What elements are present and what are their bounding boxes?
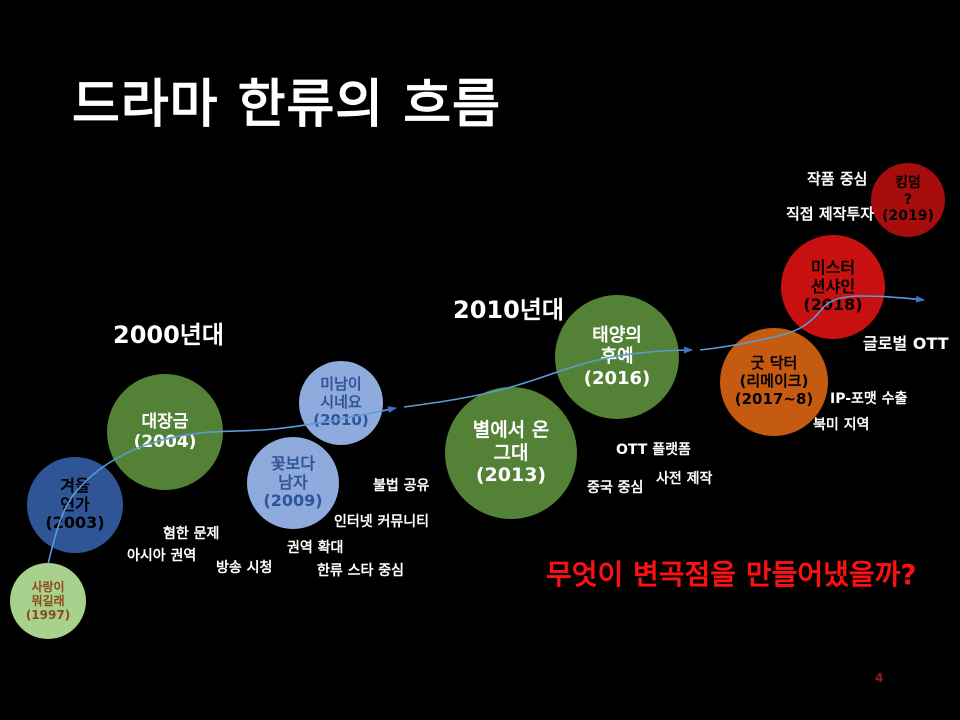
inflection-question-text: 무엇이 변곡점을 만들어냈을까?	[546, 558, 917, 591]
decade-label-2000s: 2000년대	[113, 321, 224, 349]
node-2003-winter-sonata: 겨울 연가 (2003)	[27, 457, 123, 553]
annotation-region-expansion: 권역 확대	[287, 540, 344, 556]
annotation-china-centered: 중국 중심	[587, 480, 644, 496]
annotation-pre-production: 사전 제작	[656, 471, 713, 487]
annotation-work-centered: 작품 중심	[807, 170, 868, 188]
decade-label-2010s: 2010년대	[453, 296, 564, 324]
node-2017-good-doctor-remake: 굿 닥터 (리메이크) (2017~8)	[720, 328, 828, 436]
slide-title: 드라마 한류의 흐름	[72, 75, 501, 135]
node-2013-my-love-from-the-star: 별에서 온 그대 (2013)	[445, 387, 577, 519]
annotation-broadcast-viewing: 방송 시청	[216, 560, 273, 576]
node-2018-mr-sunshine: 미스터 션샤인 (2018)	[781, 235, 885, 339]
node-2019-kingdom: 킹덤 ? (2019)	[871, 163, 945, 237]
annotation-asia-region: 아시아 권역	[127, 548, 197, 564]
node-2016-descendants-of-the-sun: 태양의 후예 (2016)	[555, 295, 679, 419]
page-number: 4	[875, 671, 884, 685]
annotation-north-america-region: 북미 지역	[813, 417, 870, 433]
annotation-hallyu-star-centered: 한류 스타 중심	[317, 563, 405, 579]
annotation-ott-platform: OTT 플랫폼	[616, 442, 691, 458]
annotation-illegal-sharing: 불법 공유	[373, 478, 430, 494]
node-1997-love-what-is-it: 사랑이 뭐길래 (1997)	[10, 563, 86, 639]
annotation-anti-korean-sentiment: 혐한 문제	[163, 526, 220, 542]
annotation-ip-format-export: IP-포맷 수출	[830, 391, 908, 407]
node-2009-boys-over-flowers: 꽃보다 남자 (2009)	[247, 437, 339, 529]
annotation-global-ott: 글로벌 OTT	[863, 334, 949, 353]
node-2010-youre-beautiful: 미남이 시네요 (2010)	[299, 361, 383, 445]
annotation-internet-community: 인터넷 커뮤니티	[334, 514, 430, 530]
annotation-direct-production-investment: 직접 제작투자	[786, 205, 875, 223]
node-2004-dae-jang-geum: 대장금 (2004)	[107, 374, 223, 490]
